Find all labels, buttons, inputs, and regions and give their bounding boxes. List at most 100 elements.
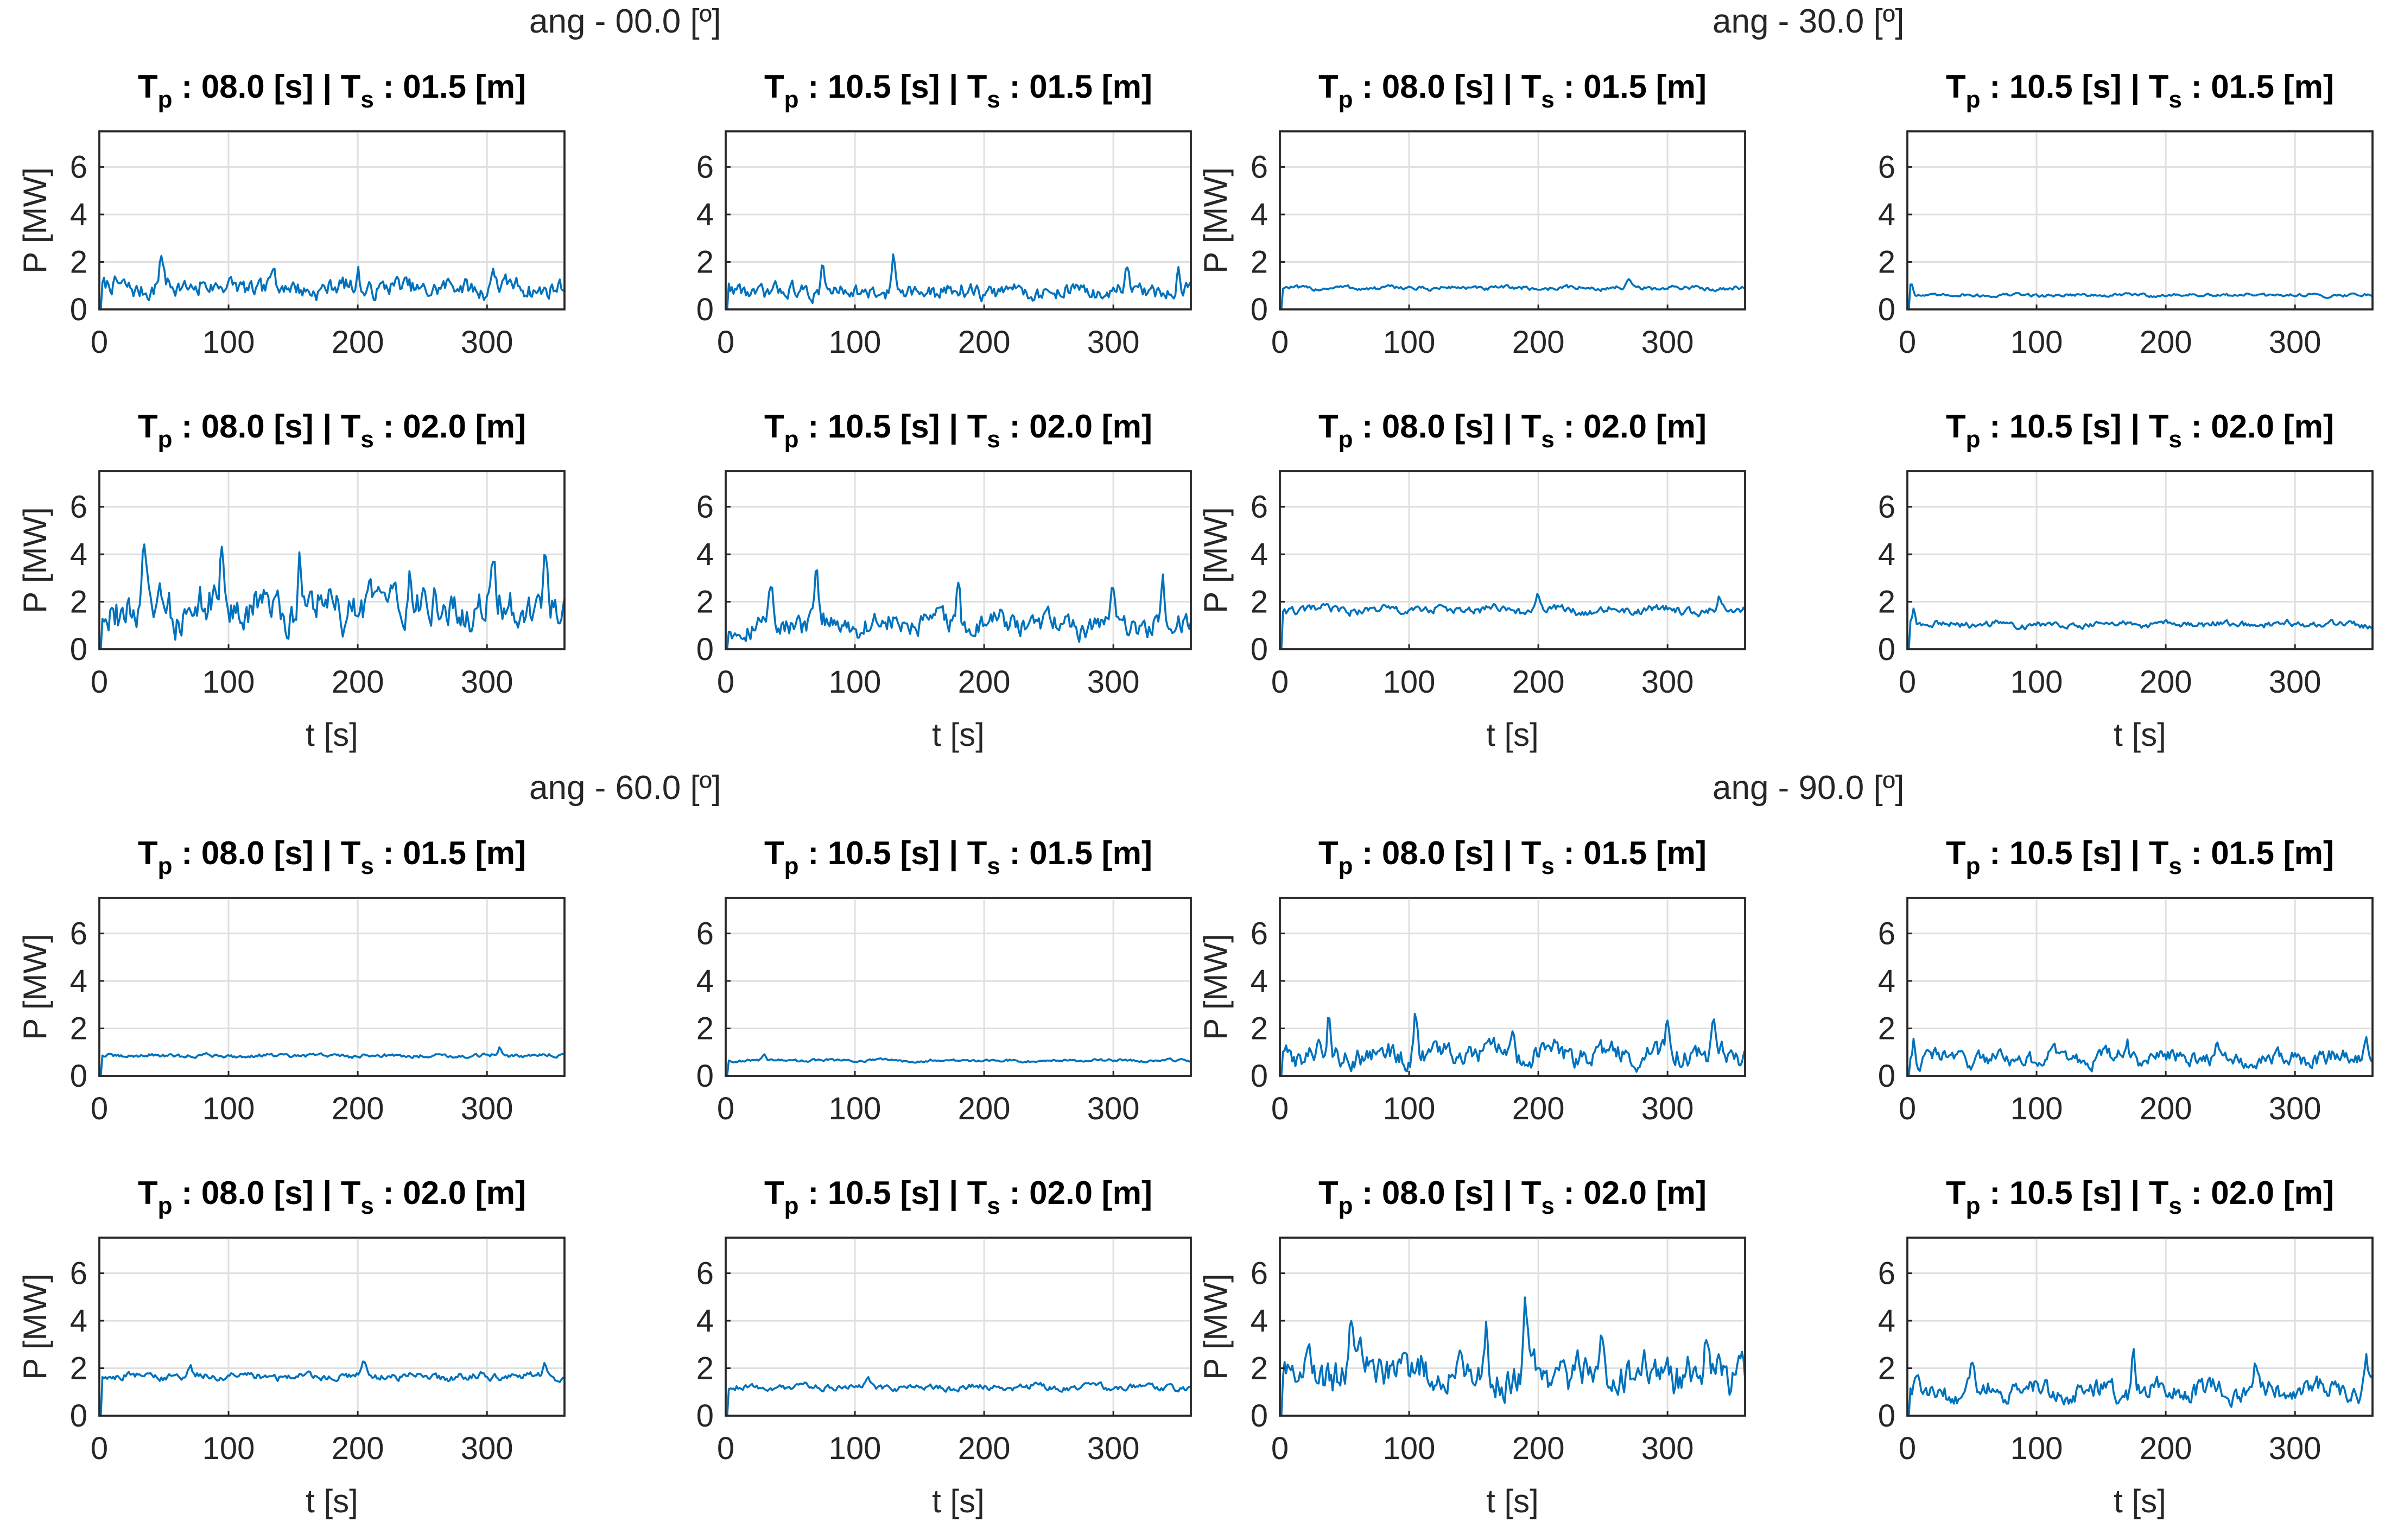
panel-title: Tp : 08.0 [s] | Ts : 01.5 [m] (138, 835, 526, 879)
y-tick-label: 2 (1251, 1351, 1268, 1386)
axes-box (98, 470, 566, 650)
axes-frame (98, 130, 566, 310)
y-tick-label: 2 (1878, 1351, 1895, 1386)
axes-box (1279, 897, 1746, 1077)
y-tick-label: 6 (1251, 916, 1268, 952)
y-tick-label: 2 (1251, 585, 1268, 620)
panel-title: Tp : 10.5 [s] | Ts : 01.5 [m] (764, 835, 1152, 879)
x-tick-label: 100 (202, 325, 255, 360)
group-title-ang-00: ang - 00.0 [º] (529, 3, 721, 40)
subplot-ang3-panel3: 0 100 200 300 0 2 4 6 t [s] Tp : 10.5 [s] | Ts : … (1878, 1175, 2374, 1519)
x-tick-label: 200 (958, 1431, 1011, 1466)
x-tick-label: 200 (2140, 664, 2192, 700)
axes-box (1906, 897, 2374, 1077)
x-tick-label: 100 (829, 1431, 881, 1466)
subplot-ang1-panel2: 0 100 200 300 0 2 4 6 P [MW] t [s] Tp : 08.0 [s] |… (1197, 408, 1746, 753)
panel-title: Tp : 10.5 [s] | Ts : 02.0 [m] (764, 1175, 1152, 1219)
x-tick-label: 300 (1087, 1431, 1140, 1466)
panel-title: Tp : 08.0 [s] | Ts : 01.5 [m] (1318, 835, 1707, 879)
y-tick-label: 4 (1878, 197, 1895, 232)
subplot-ang2-panel0: 0 100 200 300 0 2 4 6 P [MW] Tp : 08.0 [s] | Ts :… (17, 835, 566, 1126)
axes-box (725, 130, 1192, 310)
x-tick-label: 0 (91, 664, 108, 700)
y-tick-label: 2 (1251, 245, 1268, 280)
x-tick-label: 100 (2010, 1431, 2063, 1466)
y-tick-label: 2 (1878, 1011, 1895, 1047)
y-tick-label: 0 (70, 1398, 87, 1434)
axes-frame (725, 470, 1192, 650)
group-title-ang-90: ang - 90.0 [º] (1712, 769, 1905, 807)
panel-title: Tp : 08.0 [s] | Ts : 01.5 [m] (1318, 68, 1707, 113)
series-line (1907, 1036, 2374, 1076)
subplot-ang1-panel3: 0 100 200 300 0 2 4 6 t [s] Tp : 10.5 [s] | Ts : … (1878, 408, 2374, 753)
subplot-ang0-panel1: 0 100 200 300 0 2 4 6 Tp : 10.5 [s] | Ts : 01.5 … (696, 68, 1192, 360)
y-tick-label: 0 (70, 292, 87, 327)
y-tick-label: 4 (1251, 1303, 1268, 1339)
axes-frame (1906, 470, 2374, 650)
x-tick-label: 300 (2269, 1431, 2321, 1466)
x-tick-label: 300 (461, 664, 513, 700)
y-axis-label: P [MW] (17, 167, 53, 274)
y-tick-label: 2 (1878, 585, 1895, 620)
series-line (1280, 1296, 1746, 1416)
x-tick-label: 300 (2269, 1091, 2321, 1126)
x-tick-label: 200 (958, 325, 1011, 360)
y-tick-label: 2 (70, 245, 87, 280)
x-tick-label: 300 (1641, 325, 1694, 360)
x-tick-label: 0 (91, 1091, 108, 1126)
x-axis-label: t [s] (306, 1483, 358, 1519)
x-tick-label: 100 (1383, 325, 1436, 360)
y-tick-label: 0 (1878, 1398, 1895, 1434)
subplot-ang2-panel2: 0 100 200 300 0 2 4 6 P [MW] t [s] Tp : 08.0 [s] |… (17, 1175, 566, 1519)
panel-title: Tp : 08.0 [s] | Ts : 01.5 [m] (138, 68, 526, 113)
panel-title: Tp : 10.5 [s] | Ts : 01.5 [m] (764, 68, 1152, 113)
series-line (1280, 278, 1746, 309)
series-line (99, 1046, 565, 1076)
axes-frame (1906, 130, 2374, 310)
y-tick-label: 2 (70, 585, 87, 620)
x-tick-label: 300 (1087, 1091, 1140, 1126)
x-tick-label: 200 (1512, 1431, 1565, 1466)
subplot-ang2-panel3: 0 100 200 300 0 2 4 6 t [s] Tp : 10.5 [s] | Ts : … (696, 1175, 1192, 1519)
panel-title: Tp : 08.0 [s] | Ts : 02.0 [m] (138, 1175, 526, 1219)
y-tick-label: 6 (70, 1256, 87, 1291)
axes-frame (725, 130, 1192, 310)
y-tick-label: 2 (1251, 1011, 1268, 1047)
axes-box (1906, 130, 2374, 310)
x-tick-label: 100 (829, 664, 881, 700)
x-tick-label: 0 (1899, 1431, 1916, 1466)
x-tick-label: 100 (202, 664, 255, 700)
x-axis-label: t [s] (2114, 717, 2166, 753)
x-tick-label: 200 (958, 1091, 1011, 1126)
series-line (726, 569, 1192, 649)
x-tick-label: 300 (1087, 664, 1140, 700)
group-title-ang-30: ang - 30.0 [º] (1712, 3, 1905, 40)
panel-title: Tp : 08.0 [s] | Ts : 02.0 [m] (138, 408, 526, 453)
y-tick-label: 4 (696, 197, 714, 232)
panel-title: Tp : 08.0 [s] | Ts : 02.0 [m] (1318, 408, 1707, 453)
y-axis-label: P [MW] (1197, 934, 1234, 1040)
y-tick-label: 2 (696, 585, 714, 620)
y-tick-label: 6 (70, 490, 87, 525)
series-line (1907, 607, 2373, 649)
x-tick-label: 300 (461, 1431, 513, 1466)
y-tick-label: 0 (696, 1059, 714, 1094)
axes-frame (1906, 1237, 2374, 1417)
y-tick-label: 4 (1878, 964, 1895, 999)
y-tick-label: 6 (1251, 150, 1268, 185)
subplot-ang3-panel0: 0 100 200 300 0 2 4 6 P [MW] Tp : 08.0 [s] | Ts :… (1197, 835, 1746, 1126)
axes-frame (1279, 470, 1746, 650)
y-tick-label: 4 (1878, 537, 1895, 572)
x-tick-label: 300 (1641, 1091, 1694, 1126)
x-tick-label: 300 (1087, 325, 1140, 360)
x-tick-label: 200 (1512, 664, 1565, 700)
axes-box (1279, 130, 1746, 310)
y-tick-label: 4 (70, 197, 87, 232)
series-line (1907, 1348, 2374, 1416)
x-tick-label: 100 (202, 1091, 255, 1126)
x-tick-label: 0 (1899, 1091, 1916, 1126)
y-axis-label: P [MW] (17, 507, 53, 613)
y-axis-label: P [MW] (1197, 167, 1234, 274)
x-tick-label: 0 (91, 1431, 108, 1466)
y-tick-label: 2 (1878, 245, 1895, 280)
